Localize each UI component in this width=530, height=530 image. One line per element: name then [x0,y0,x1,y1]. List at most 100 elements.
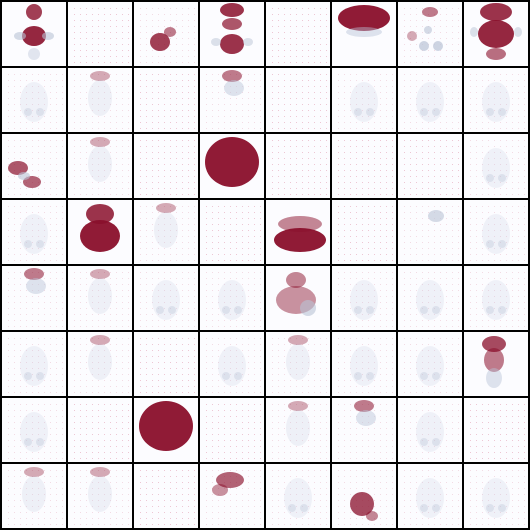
sample-tile [332,2,396,66]
sample-image [404,74,459,129]
sample-image [272,8,327,63]
sample-image [80,204,120,252]
sample-tile [134,464,198,528]
sample-image [8,404,63,459]
sample-image [140,338,195,393]
sample-image [338,74,393,129]
sample-tile [200,398,264,462]
sample-tile [68,398,132,462]
sample-image [338,5,390,37]
sample-tile [134,332,198,396]
sample-image [470,206,525,261]
sample-tile [464,2,528,66]
sample-tile [68,200,132,264]
sample-image [470,140,525,195]
sample-image [206,272,261,327]
sample-image [8,338,63,393]
sample-tile [2,266,66,330]
sample-image [482,336,506,388]
sample-tile [266,134,330,198]
sample-tile [464,200,528,264]
sample-tile [464,134,528,198]
sample-tile [200,134,264,198]
sample-tile [266,200,330,264]
sample-image [404,206,459,261]
sample-image [140,74,195,129]
sample-tile [266,332,330,396]
sample-tile [134,134,198,198]
sample-tile [398,68,462,132]
sample-image [272,140,327,195]
sample-image [470,404,525,459]
sample-tile [200,68,264,132]
sample-tile [200,266,264,330]
sample-tile [266,398,330,462]
sample-tile [266,2,330,66]
sample-tile [68,332,132,396]
sample-tile [398,200,462,264]
sample-tile [266,68,330,132]
sample-tile [464,266,528,330]
sample-image [74,269,129,327]
sample-tile [464,398,528,462]
sample-tile [134,398,198,462]
sample-image [140,8,195,63]
sample-tile [464,464,528,528]
sample-image [8,268,63,327]
sample-image [8,206,63,261]
sample-image [470,3,522,60]
sample-image [8,74,63,129]
sample-tile [398,332,462,396]
sample-tile [266,266,330,330]
sample-image [404,272,459,327]
sample-image [206,470,261,525]
sample-tile [200,200,264,264]
sample-image [140,140,195,195]
sample-image [404,140,459,195]
sample-image [338,272,393,327]
sample-tile [200,464,264,528]
sample-tile [398,2,462,66]
sample-image [338,338,393,393]
sample-tile [134,200,198,264]
sample-tile [398,398,462,462]
sample-image [139,401,193,451]
sample-image [470,74,525,129]
sample-image [338,470,393,525]
sample-tile [2,398,66,462]
sample-image [470,272,525,327]
sample-image [206,206,261,261]
sample-tile [398,464,462,528]
sample-image [205,137,259,187]
sample-image [338,206,393,261]
sample-image [74,71,129,129]
sample-image [74,335,129,393]
sample-image [206,404,261,459]
sample-image [272,470,327,525]
sample-image [140,203,195,261]
sample-tile [2,200,66,264]
sample-tile [464,332,528,396]
sample-tile [134,2,198,66]
sample-image [272,74,327,129]
sample-tile [134,266,198,330]
sample-image [470,470,525,525]
sample-image [404,470,459,525]
sample-tile [2,464,66,528]
sample-tile [332,398,396,462]
sample-image [74,404,129,459]
sample-image [211,3,253,54]
sample-tile [266,464,330,528]
sample-tile [398,134,462,198]
sample-tile [332,332,396,396]
sample-tile [332,200,396,264]
sample-image [404,7,459,63]
sample-tile [2,134,66,198]
sample-tile [332,266,396,330]
sample-image [206,70,261,129]
sample-image [74,467,129,525]
sample-image [272,335,327,393]
sample-tile [68,464,132,528]
sample-tile [134,68,198,132]
